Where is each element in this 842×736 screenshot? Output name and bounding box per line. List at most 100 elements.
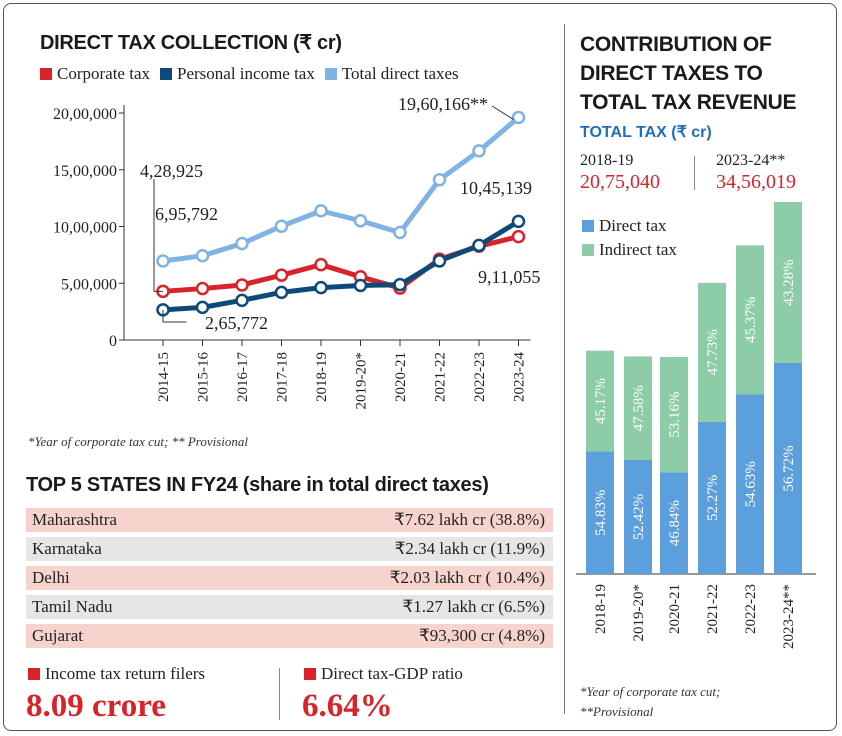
data-point — [353, 278, 368, 293]
x-tick-label: 2018-19 — [314, 352, 330, 402]
bar-indirect — [698, 282, 726, 422]
y-tick-label: 15,00,000 — [53, 163, 117, 180]
series-line-total-direct-taxes — [162, 115, 521, 264]
data-point — [472, 238, 486, 253]
bar-indirect — [586, 350, 614, 452]
bar-direct — [774, 363, 802, 574]
data-point — [472, 144, 486, 158]
annotation-label: 4,28,925 — [140, 161, 203, 181]
data-point — [235, 236, 249, 251]
metric-label-text: Direct tax-GDP ratio — [321, 664, 463, 683]
data-point — [235, 293, 249, 308]
x-tick-label: 2014-15 — [156, 352, 172, 402]
right-title: CONTRIBUTION OF DIRECT TAXES TO TOTAL TA… — [580, 30, 797, 117]
state-row: Gujarat ₹93,300 cr (4.8%) — [26, 624, 553, 648]
state-name: Karnataka — [32, 539, 102, 558]
legend-swatch-corporate — [40, 68, 52, 80]
annotation-leader — [153, 179, 163, 292]
right-title-line: DIRECT TAXES TO — [580, 62, 763, 85]
metric-label-filers: Income tax return filers — [28, 664, 205, 684]
state-value: ₹2.03 lakh cr ( 10.4%) — [389, 568, 545, 587]
bar-direct — [586, 451, 614, 574]
bar-chart-footnote: *Year of corporate tax cut; **Provisiona… — [580, 682, 720, 722]
total-value-left: 20,75,040 — [580, 171, 660, 193]
bar-category-label: 2019-20* — [631, 584, 647, 642]
series-line-corporate-tax — [162, 234, 520, 294]
annotation-label: 19,60,166** — [398, 94, 488, 114]
bar-category-label: 2020-21 — [667, 584, 683, 634]
y-tick-label: 10,00,000 — [53, 220, 117, 237]
bar-indirect — [736, 245, 764, 395]
data-point — [195, 300, 210, 315]
state-value: ₹1.27 lakh cr (6.5%) — [402, 597, 545, 616]
data-point — [195, 249, 210, 263]
state-row: Tamil Nadu ₹1.27 lakh cr (6.5%) — [26, 595, 553, 619]
state-name: Tamil Nadu — [32, 597, 113, 616]
bar-direct — [736, 394, 764, 574]
column-divider — [564, 24, 565, 714]
bar-label-direct: 46.84% — [667, 500, 683, 546]
line-chart-footnote: *Year of corporate tax cut; ** Provision… — [28, 434, 249, 449]
metric-divider — [279, 668, 280, 720]
legend-swatch-direct — [582, 220, 594, 232]
bar-category-label: 2021-22 — [705, 584, 721, 634]
bar-category-label: 2023-24** — [781, 584, 797, 649]
bar-label-indirect: 53.16% — [667, 392, 683, 438]
bar-indirect — [774, 202, 802, 364]
x-tick-label: 2020-21 — [393, 352, 409, 402]
right-title-line: TOTAL TAX REVENUE — [580, 91, 797, 114]
x-tick-label: 2019-20* — [354, 352, 370, 410]
legend-label-total: Total direct taxes — [341, 64, 459, 83]
legend-swatch-indirect — [582, 244, 594, 256]
total-tax-label: TOTAL TAX (₹ cr) — [580, 124, 712, 141]
bar-label-direct: 54.63% — [743, 461, 759, 507]
line-chart: 0 5,00,000 10,00,000 15,00,000 20,00,000 2014… — [53, 94, 540, 410]
right-title-line: CONTRIBUTION OF — [580, 33, 772, 56]
bar-label-direct: 52.27% — [705, 475, 721, 521]
state-name: Delhi — [32, 568, 70, 587]
bar-indirect — [624, 356, 652, 460]
data-point — [195, 281, 210, 296]
data-point — [274, 285, 289, 300]
bar-legend-direct: Direct tax — [582, 216, 667, 236]
bar-label-direct: 56.72% — [781, 445, 797, 491]
data-point — [274, 268, 289, 282]
bar-label-indirect: 47.58% — [631, 385, 647, 431]
bar-label-direct: 54.83% — [593, 490, 609, 536]
state-value: ₹2.34 lakh cr (11.9%) — [394, 539, 545, 558]
x-tick-label: 2015-16 — [196, 352, 212, 402]
data-point — [274, 219, 289, 233]
data-point — [393, 277, 407, 292]
bar-direct — [624, 459, 652, 574]
state-value: ₹93,300 cr (4.8%) — [418, 626, 545, 645]
metric-label-gdp: Direct tax-GDP ratio — [304, 664, 463, 684]
metric-label-text: Income tax return filers — [45, 664, 206, 683]
x-tick-label: 2021-22 — [433, 352, 449, 402]
annotation-leader — [162, 309, 187, 323]
metric-value-filers: 8.09 crore — [26, 688, 166, 724]
data-point — [432, 254, 447, 268]
state-row: Maharashtra ₹7.62 lakh cr (38.8%) — [26, 508, 553, 532]
data-point — [511, 214, 526, 229]
annotation-leader — [491, 105, 514, 120]
data-point — [235, 278, 249, 292]
bar-category-label: 2018-19 — [593, 584, 609, 634]
footnote-line: **Provisional — [580, 704, 654, 719]
total-year-right: 2023-24** — [716, 152, 786, 169]
states-title: TOP 5 STATES IN FY24 (share in total dir… — [26, 474, 489, 496]
line-chart-legend: Corporate tax Personal income tax Total … — [40, 64, 459, 84]
state-value: ₹7.62 lakh cr (38.8%) — [393, 510, 545, 529]
legend-label-indirect: Indirect tax — [599, 240, 677, 259]
x-tick-label: 2017-18 — [275, 352, 291, 402]
data-point — [156, 254, 170, 268]
annotation-label: 2,65,772 — [205, 313, 268, 333]
data-point — [511, 110, 526, 125]
bar-label-direct: 52.42% — [631, 494, 647, 540]
legend-label-direct: Direct tax — [599, 216, 667, 235]
legend-swatch-total — [324, 68, 337, 80]
x-tick-label: 2016-17 — [235, 352, 251, 402]
data-point — [314, 280, 328, 295]
x-tick-label: 2023-24 — [512, 352, 528, 402]
y-tick-label: 20,00,000 — [53, 106, 117, 123]
data-point — [314, 204, 328, 218]
